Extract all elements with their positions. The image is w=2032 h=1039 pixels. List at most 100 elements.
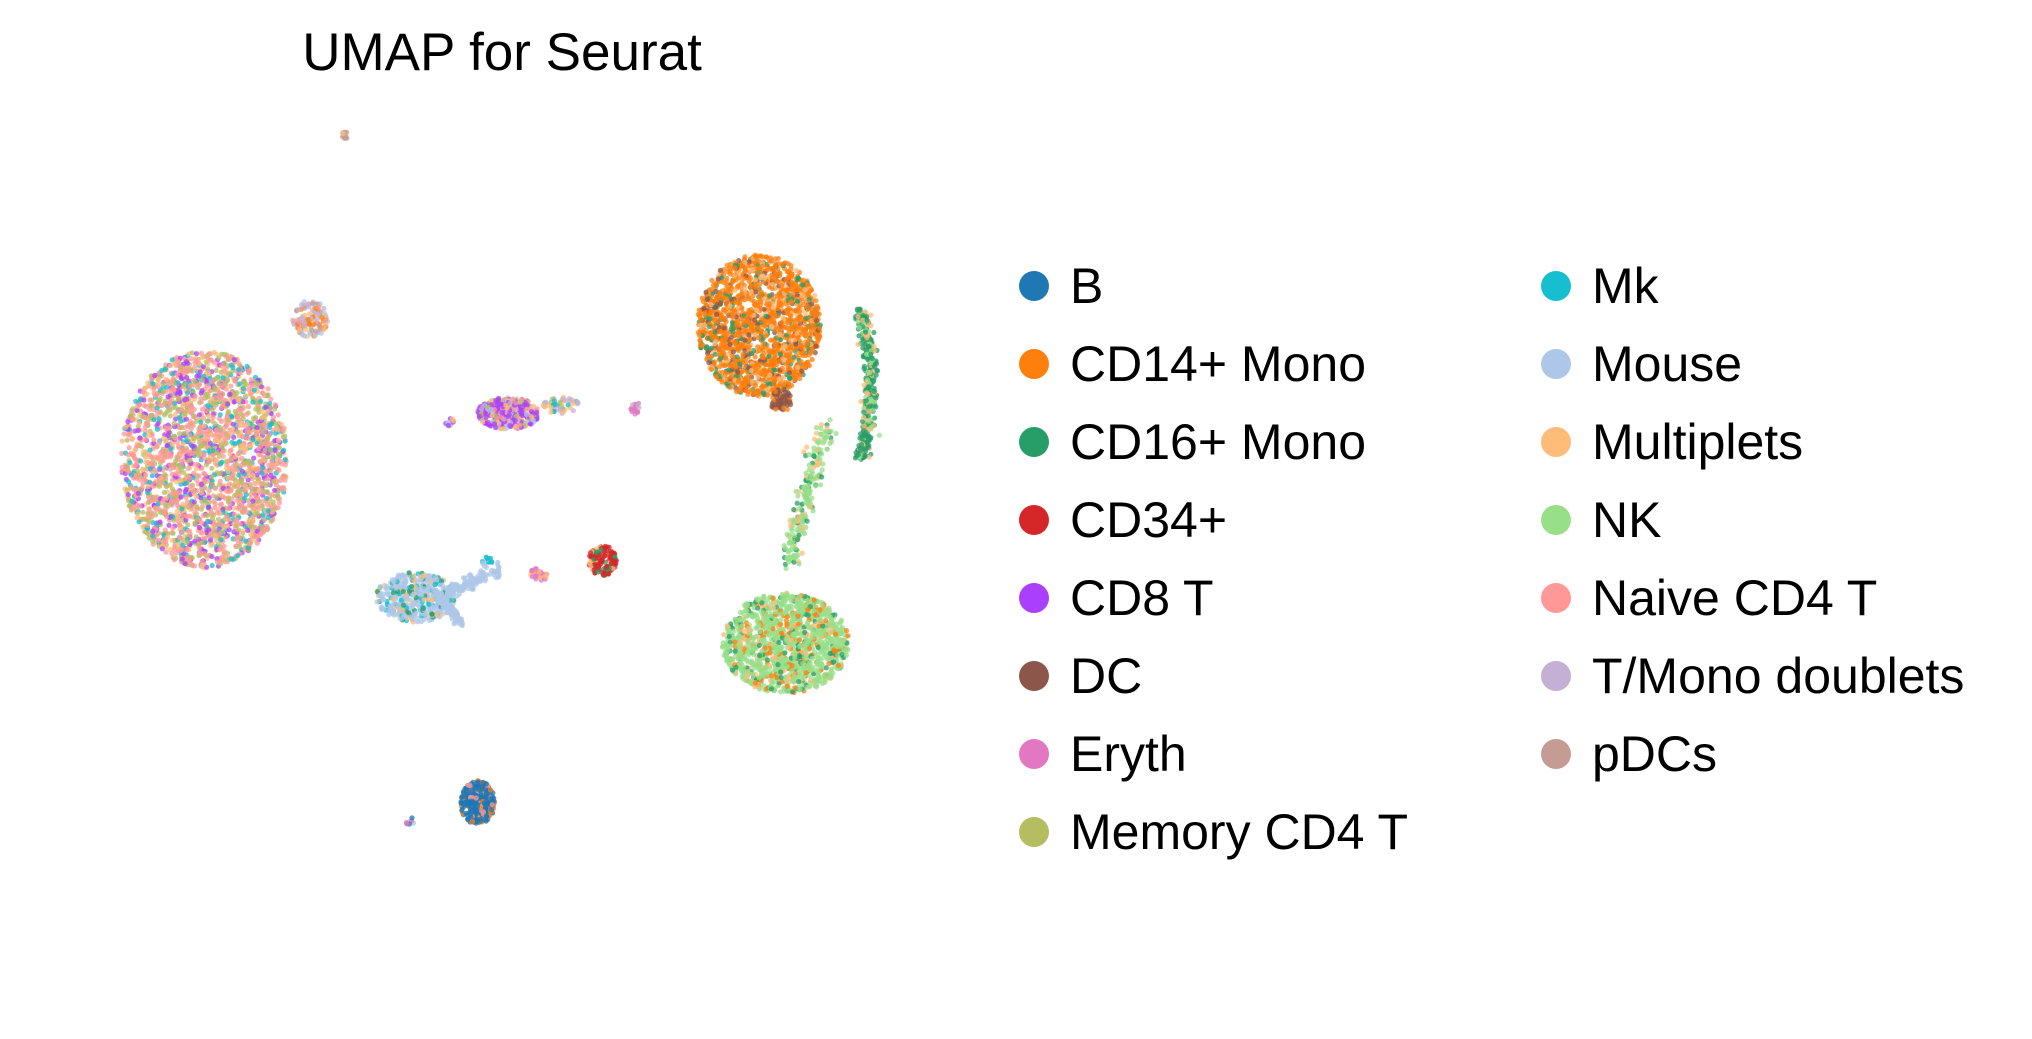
scatter-point: [799, 368, 805, 374]
scatter-point: [768, 323, 775, 329]
scatter-point: [205, 383, 211, 389]
scatter-point: [260, 498, 267, 504]
scatter-point: [794, 307, 800, 313]
scatter-point: [243, 492, 249, 498]
scatter-point: [240, 386, 247, 392]
scatter-point: [175, 396, 181, 402]
scatter-point: [789, 347, 795, 353]
scatter-point: [146, 451, 152, 457]
scatter-point: [179, 556, 185, 562]
scatter-point: [191, 435, 197, 441]
scatter-point: [233, 536, 239, 542]
scatter-point: [149, 462, 155, 468]
scatter-point: [207, 458, 213, 464]
scatter-point: [696, 307, 702, 313]
scatter-point: [812, 350, 818, 356]
scatter-point: [192, 509, 198, 516]
scatter-point: [146, 499, 152, 505]
scatter-point: [229, 426, 235, 432]
scatter-point: [169, 491, 175, 497]
scatter-point: [137, 435, 143, 441]
scatter-point: [270, 414, 276, 420]
scatter-point: [224, 513, 230, 520]
scatter-point: [246, 541, 252, 547]
scatter-point: [711, 359, 718, 365]
scatter-point: [150, 528, 156, 534]
scatter-point: [188, 356, 194, 362]
scatter-point: [175, 408, 181, 414]
scatter-point: [189, 404, 195, 410]
scatter-point: [220, 453, 226, 459]
scatter-point: [276, 496, 283, 502]
scatter-point: [786, 329, 792, 335]
scatter-point: [191, 470, 197, 476]
scatter-point: [797, 303, 803, 309]
scatter-point: [809, 356, 815, 363]
scatter-point: [202, 471, 208, 477]
scatter-point: [190, 450, 196, 456]
scatter-point: [171, 557, 177, 563]
scatter-point: [805, 305, 811, 311]
scatter-point: [251, 415, 257, 421]
scatter-point: [205, 371, 211, 377]
scatter-point: [205, 518, 211, 525]
scatter-point: [772, 313, 778, 319]
scatter-point: [150, 533, 156, 539]
scatter-point: [170, 530, 176, 536]
scatter-point: [223, 488, 230, 494]
scatter-point: [135, 427, 141, 433]
scatter-point: [226, 495, 232, 501]
scatter-point: [752, 277, 758, 283]
scatter-point: [208, 510, 215, 516]
scatter-point: [777, 273, 783, 279]
scatter-point: [758, 299, 764, 305]
scatter-point: [240, 434, 246, 440]
scatter-point: [771, 366, 777, 373]
scatter-point: [713, 373, 719, 379]
scatter-point: [193, 534, 199, 540]
scatter-point: [212, 386, 218, 393]
scatter-point: [183, 416, 189, 422]
scatter-point: [179, 517, 185, 523]
scatter-point: [185, 465, 191, 472]
scatter-point: [172, 461, 178, 467]
scatter-point: [230, 421, 236, 427]
scatter-point: [143, 436, 149, 442]
scatter-point: [265, 508, 271, 514]
scatter-point: [272, 447, 278, 453]
scatter-point: [258, 490, 264, 496]
scatter-point: [739, 306, 745, 312]
scatter-point: [180, 441, 186, 447]
scatter-point: [155, 481, 162, 488]
scatter-point: [144, 391, 150, 397]
scatter-point: [707, 330, 713, 336]
scatter-point: [265, 515, 271, 521]
scatter-point: [235, 552, 241, 559]
scatter-point: [169, 550, 175, 557]
scatter-point: [223, 557, 229, 563]
scatter-point: [719, 337, 725, 343]
scatter-point: [264, 489, 270, 495]
scatter-point: [144, 522, 151, 529]
scatter-point: [759, 289, 765, 295]
scatter-point: [142, 424, 148, 430]
scatter-point: [184, 539, 190, 546]
scatter-point: [236, 398, 242, 404]
scatter-point: [159, 448, 165, 454]
scatter-point: [166, 522, 172, 528]
scatter-point: [196, 473, 202, 479]
scatter-point: [207, 388, 213, 394]
scatter-point: [184, 390, 190, 396]
scatter-point: [184, 513, 190, 519]
scatter-point: [817, 325, 823, 331]
scatter-point: [199, 540, 205, 546]
scatter-point: [703, 289, 709, 295]
scatter-point: [254, 425, 260, 431]
scatter-point: [720, 369, 726, 375]
scatter-point: [778, 320, 785, 326]
scatter-point: [198, 495, 204, 501]
scatter-point: [177, 431, 183, 437]
scatter-point: [724, 658, 730, 664]
scatter-point: [151, 386, 157, 392]
scatter-point: [197, 517, 203, 523]
